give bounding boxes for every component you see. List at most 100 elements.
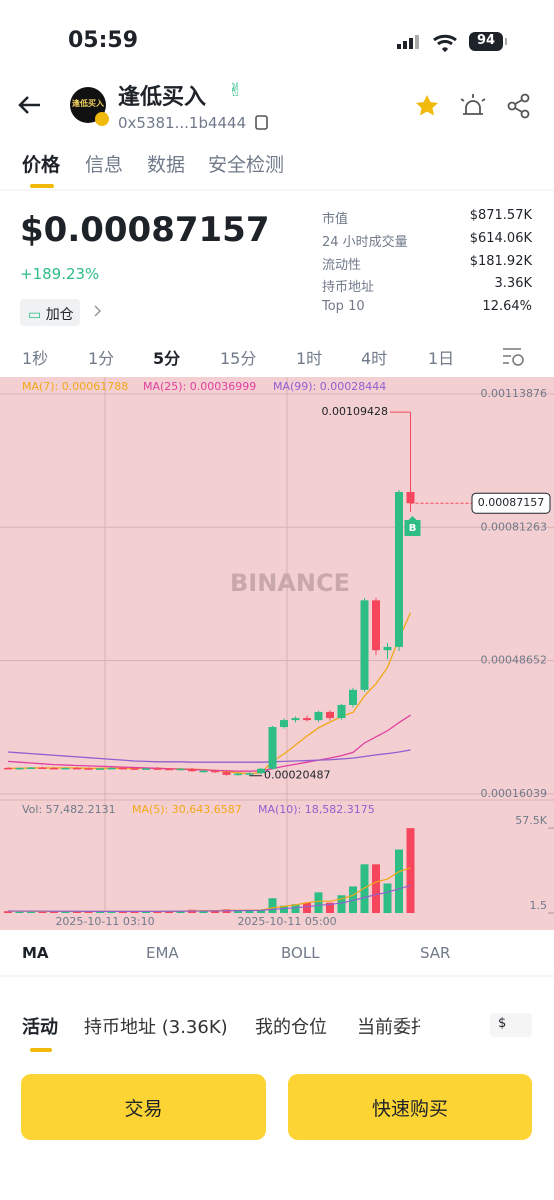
y-tick-label: 0.00048652	[481, 654, 547, 667]
volume-bar	[395, 849, 403, 913]
indicator[interactable]: SAR	[420, 944, 451, 962]
candle-body	[73, 767, 81, 770]
volume-tick-label: 57.5K	[515, 814, 547, 827]
volume-bar	[107, 911, 116, 913]
button-label[interactable]: 快速购买	[371, 1098, 448, 1120]
chip-icon: ▭ 加仓	[28, 307, 74, 323]
high-label: 0.00109428	[322, 405, 388, 418]
volume-bar	[303, 902, 311, 913]
battery	[469, 32, 503, 51]
volume-bar	[27, 910, 35, 913]
interval[interactable]: 15分	[220, 349, 257, 368]
volume-bar	[234, 910, 242, 913]
indicator[interactable]: MA	[22, 944, 49, 962]
candle-body	[234, 773, 242, 776]
signal	[397, 35, 419, 49]
candle-body	[176, 768, 185, 771]
price: $0.00087157	[20, 210, 270, 250]
candle-body	[84, 768, 93, 770]
candle-body	[372, 600, 380, 651]
button-label[interactable]: 交易	[124, 1098, 163, 1120]
stat-value: $181.92K	[469, 253, 532, 269]
share-icon[interactable]	[507, 93, 530, 119]
candle-body	[395, 492, 403, 647]
trade-button[interactable]	[21, 1074, 266, 1140]
volume-bar	[257, 910, 265, 913]
back-arrow[interactable]	[18, 96, 40, 114]
tab[interactable]: 数据	[147, 154, 186, 176]
bottom-tab[interactable]: 我的仓位	[255, 1017, 327, 1038]
hand-icon: ✌	[228, 80, 244, 101]
stat-label: 市值	[322, 212, 349, 227]
stat-value: 12.64%	[482, 299, 532, 315]
candle-body	[383, 646, 392, 651]
volume-bar	[268, 898, 277, 913]
alert-icon[interactable]	[460, 94, 486, 115]
legend-entry: MA(99): 0.00028444	[273, 380, 387, 393]
tab[interactable]: 安全检测	[208, 154, 285, 176]
candle-body	[257, 768, 265, 774]
star-icon[interactable]	[416, 95, 438, 116]
tab[interactable]: 信息	[85, 154, 124, 176]
price-tag	[471, 492, 551, 514]
indicator[interactable]: EMA	[146, 944, 179, 962]
stat-label: Top 10	[322, 299, 365, 315]
battery-level: 94	[476, 33, 496, 48]
candle-body	[337, 704, 346, 719]
currency[interactable]: $	[498, 1016, 507, 1031]
chip[interactable]	[20, 299, 80, 326]
interval[interactable]: 5分	[153, 349, 181, 368]
tab[interactable]: 价格	[22, 154, 61, 176]
address: 0x5381...1b4444	[118, 114, 247, 132]
volume-bar	[130, 911, 139, 913]
volume-bar	[73, 911, 81, 913]
volume-bar	[349, 886, 357, 913]
interval[interactable]: 1日	[428, 349, 455, 368]
volume-bar	[38, 911, 47, 913]
settings-icon[interactable]	[503, 348, 524, 366]
volume-bar	[337, 895, 346, 913]
stat-value: $614.06K	[469, 230, 532, 246]
volume-bar	[245, 909, 254, 913]
copy-icon[interactable]	[255, 115, 268, 130]
candle-body	[326, 711, 334, 719]
indicator[interactable]: BOLL	[281, 944, 320, 962]
indicator-bar	[0, 940, 554, 976]
interval[interactable]: 1时	[296, 349, 323, 368]
volume-bar	[406, 828, 415, 913]
volume-bar	[199, 910, 208, 913]
volume-bar	[4, 911, 12, 913]
interval[interactable]: 1秒	[22, 349, 49, 368]
volume-bar	[314, 892, 323, 913]
candle-body	[291, 718, 300, 721]
time-label: 2025-10-11 05:00	[237, 915, 336, 928]
volume-bar	[280, 905, 288, 913]
candle-body	[314, 711, 323, 721]
candle-body	[245, 773, 254, 775]
volume-bar	[211, 911, 219, 913]
buy-button[interactable]	[288, 1074, 532, 1140]
buy-marker: B	[409, 523, 417, 534]
bottom-tab[interactable]: 活动	[22, 1017, 58, 1038]
currency-box[interactable]	[490, 1013, 532, 1037]
volume-bar	[84, 911, 93, 913]
volume-bar	[372, 864, 380, 913]
chip-label: 加仓	[45, 307, 74, 323]
wifi	[433, 34, 457, 53]
interval[interactable]: 1分	[88, 349, 115, 368]
candle-body	[153, 768, 162, 770]
volume-bar	[326, 902, 334, 913]
volume-bar	[291, 904, 300, 913]
bottom-tab[interactable]: 当前委托	[357, 1017, 420, 1038]
tab-underline	[30, 1048, 52, 1052]
badge	[95, 112, 109, 126]
candle-body	[50, 767, 58, 770]
candle-body	[268, 727, 277, 769]
clock: 05:59	[68, 28, 139, 53]
interval[interactable]: 4时	[361, 349, 388, 368]
bottom-tab[interactable]: 持币地址 (3.36K)	[84, 1017, 228, 1038]
candle-body	[165, 768, 173, 771]
ma-line	[7, 714, 411, 772]
candle-body	[38, 767, 47, 770]
